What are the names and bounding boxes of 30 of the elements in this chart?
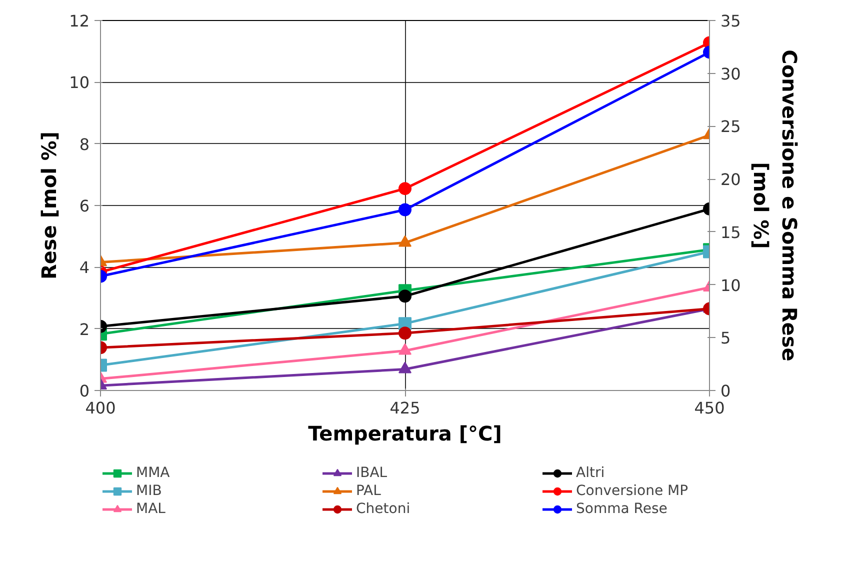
- y2-tick-label: 30: [720, 64, 741, 84]
- y-tick-label: 2: [79, 320, 90, 339]
- legend-label: Somma Rese: [576, 500, 668, 518]
- legend-label: Altri: [576, 464, 606, 482]
- y-tick-label: 10: [69, 73, 90, 92]
- legend-label: IBAL: [356, 464, 388, 482]
- y-tick-label: 4: [79, 258, 90, 278]
- legend-label: MAL: [136, 500, 166, 518]
- x-axis-title: Temperatura [°C]: [308, 422, 502, 446]
- y2-tick-label: 20: [720, 170, 741, 190]
- y2-tick-label: 35: [720, 12, 741, 30]
- y-tick-label: 6: [79, 196, 90, 216]
- y-tick-label: 0: [79, 382, 90, 400]
- y2-tick-label: 25: [720, 117, 741, 136]
- legend-label: MIB: [136, 482, 163, 500]
- y2-axis-title: Conversione e Somma Rese [mol %]: [748, 50, 802, 362]
- y2-tick-label: 10: [720, 276, 741, 295]
- x-tick-label: 400: [85, 398, 116, 418]
- legend-label: Chetoni: [356, 500, 412, 518]
- y-tick-label: 8: [79, 134, 90, 154]
- y-axis-title: Rese [mol %]: [37, 131, 62, 280]
- y-tick-label: 12: [69, 12, 90, 30]
- legend-label: PAL: [356, 482, 382, 500]
- x-tick-label: 425: [390, 398, 420, 418]
- legend-label: Conversione MP: [576, 482, 690, 500]
- y2-tick-label: 5: [720, 328, 731, 348]
- y2-tick-label: 0: [720, 382, 731, 400]
- y2-tick-label: 15: [720, 222, 741, 242]
- legend-label: MMA: [136, 464, 171, 482]
- x-tick-label: 450: [694, 398, 725, 418]
